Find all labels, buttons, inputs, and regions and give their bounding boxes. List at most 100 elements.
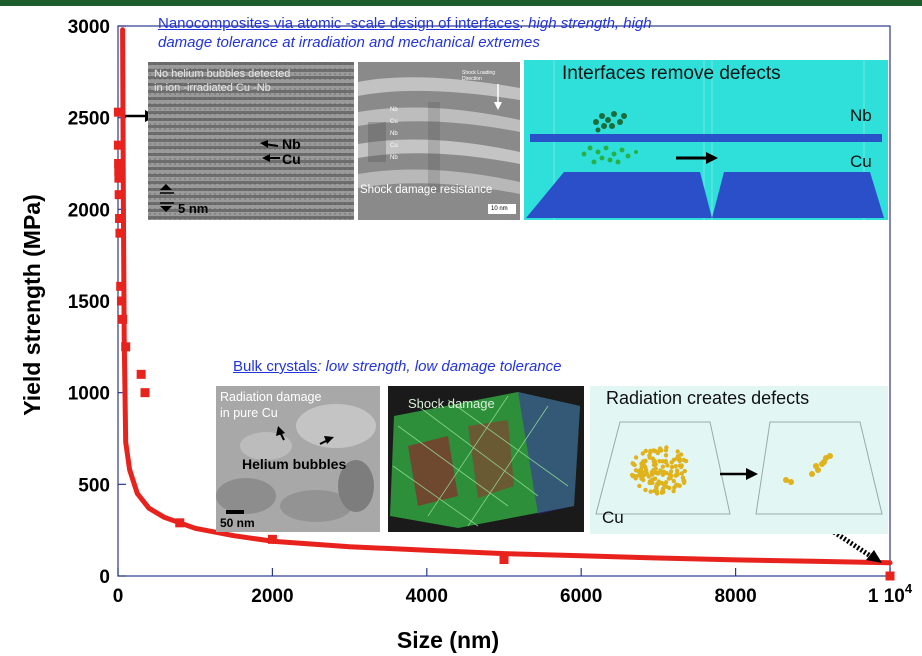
bulk-caption-link[interactable]: Bulk crystals <box>233 358 318 375</box>
nano-tem-text1: No helium bubbles detected <box>154 68 291 80</box>
data-point <box>115 228 125 238</box>
bulk-caption-rest: : low strength, low damage tolerance <box>317 358 562 375</box>
nano-shock-scalebar: 10 nm <box>491 206 508 212</box>
defect-atom <box>629 472 635 478</box>
data-point <box>121 342 131 352</box>
x-tick-label: 1 104 <box>868 581 913 607</box>
defect-atom <box>657 459 662 464</box>
y-tick-label: 500 <box>78 475 110 496</box>
nano-caption-line2: damage tolerance at irradiation and mech… <box>158 34 540 51</box>
nano-caption: Nanocomposites via atomic -scale design … <box>158 14 652 52</box>
data-point <box>140 388 150 398</box>
defect-atom <box>675 449 680 454</box>
nano-sim-nb-label: Nb <box>850 106 872 125</box>
data-point <box>116 296 126 306</box>
defect-atom <box>665 463 670 468</box>
defect-atom <box>652 476 658 481</box>
data-point <box>114 166 124 176</box>
data-points <box>113 107 895 581</box>
data-point <box>116 281 126 291</box>
defect-atom <box>681 457 686 463</box>
bulk-sim-image: Radiation creates defects Cu <box>590 386 888 534</box>
nano-shock-direction: Shock Loading Direction <box>462 70 496 82</box>
defect-atom <box>641 473 646 478</box>
defect-atom <box>650 470 655 475</box>
nano-shock-layer-5: Nb <box>390 155 398 161</box>
data-point <box>113 140 123 150</box>
defect-atom <box>659 480 665 486</box>
series-line-fit <box>120 27 893 566</box>
defect-atom <box>675 471 680 476</box>
y-axis-ticks: 0 500 1000 1500 2000 2500 3000 <box>68 17 126 588</box>
defect-atom <box>677 458 682 464</box>
data-point <box>114 159 124 168</box>
defect-atom <box>663 448 669 453</box>
defect-atom <box>638 467 644 472</box>
nano-tem-stripes <box>148 62 354 220</box>
defect-atom <box>641 477 646 483</box>
defect-atom <box>637 483 642 489</box>
nano-tem-image: No helium bubbles detected in ion -irrad… <box>148 62 354 220</box>
defect-atom <box>678 452 684 457</box>
nano-caption-link[interactable]: Nanocomposites via atomic -scale design … <box>158 15 520 32</box>
nano-tem-scalebar: 5 nm <box>178 201 209 216</box>
nano-sim-drawing <box>526 60 884 220</box>
bulk-shock-image: Shock damage <box>388 386 584 532</box>
nano-shock-layer-2: Cu <box>390 119 398 125</box>
defect-atom <box>655 482 660 487</box>
defect-atom <box>668 469 674 474</box>
data-point <box>499 555 509 564</box>
nano-tem-cu-label: Cu <box>282 151 301 167</box>
defect-atom <box>655 450 660 456</box>
defect-atom <box>680 475 686 480</box>
y-tick-label: 1500 <box>68 292 110 313</box>
bulk-tem-helium-label: Helium bubbles <box>242 456 347 472</box>
top-frame-bar <box>0 0 922 6</box>
data-point <box>885 571 895 581</box>
defect-atom <box>679 471 684 476</box>
defect-atom <box>663 458 668 464</box>
defect-atom <box>664 470 669 476</box>
defect-atom <box>671 478 676 484</box>
y-tick-label: 3000 <box>68 17 110 38</box>
x-tick-label: 4000 <box>406 586 448 607</box>
defect-atom <box>647 455 652 460</box>
nano-caption-rest: : high strength, high <box>519 15 652 32</box>
data-point <box>118 314 128 324</box>
defect-atom <box>652 458 657 464</box>
bulk-shock-drawing <box>390 392 580 528</box>
defect-atom <box>667 485 672 491</box>
defect-atom <box>630 461 635 466</box>
defect-atom <box>633 455 639 460</box>
defect-atom <box>654 486 659 491</box>
nano-shock-image: Shock Loading Direction Nb Cu Nb Cu Nb S… <box>358 62 520 220</box>
defect-atom <box>674 482 679 488</box>
defect-atom <box>657 446 663 451</box>
defect-atom <box>643 487 648 493</box>
defect-atom <box>649 479 654 485</box>
bulk-tem-scalebar: 50 nm <box>220 516 255 530</box>
defect-atom <box>660 464 666 469</box>
nano-shock-layer-3: Nb <box>390 131 398 137</box>
defect-atom <box>679 463 684 468</box>
defect-atom <box>643 458 648 464</box>
defect-atom <box>654 491 660 496</box>
y-tick-label: 0 <box>99 567 110 588</box>
data-point <box>267 534 277 544</box>
x-axis-label: Size (nm) <box>397 627 499 653</box>
y-tick-label: 2000 <box>68 200 110 221</box>
defect-atom <box>653 470 659 475</box>
nano-sim-cu-label: Cu <box>850 152 872 171</box>
x-tick-label: 6000 <box>560 586 602 607</box>
x-tick-label: 8000 <box>714 586 756 607</box>
x-tick-exponent: 4 <box>905 581 913 596</box>
defect-atom <box>637 472 642 478</box>
nano-shock-bands <box>358 62 520 220</box>
bulk-tem-texture <box>216 404 376 522</box>
bulk-shock-label: Shock damage <box>408 396 495 411</box>
data-point <box>114 173 124 183</box>
x-tick-label: 0 <box>113 586 124 607</box>
nano-sim-title: Interfaces remove defects <box>562 63 781 84</box>
x-axis-ticks: 0 2000 4000 6000 8000 1 104 <box>113 568 913 607</box>
x-tick-label: 2000 <box>251 586 293 607</box>
